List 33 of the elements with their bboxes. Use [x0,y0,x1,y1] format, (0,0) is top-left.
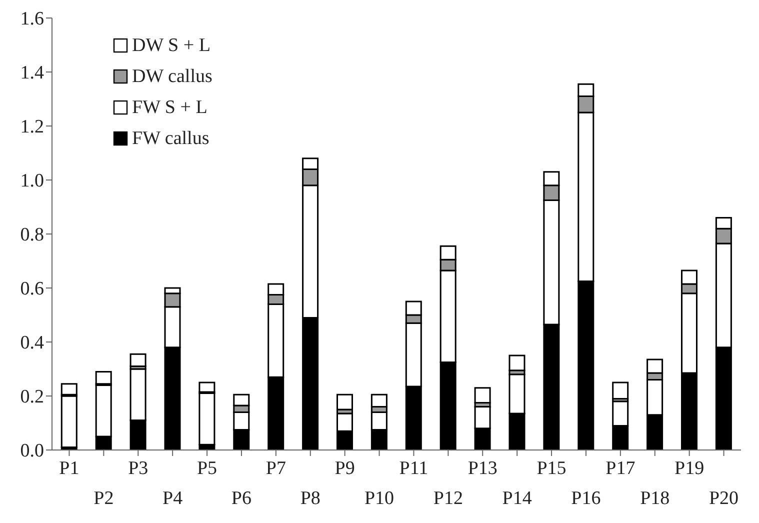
legend-label: DW S + L [132,34,210,56]
x-tick-label: P17 [606,458,636,479]
x-tick-label: P8 [300,488,320,509]
x-tick-label: P2 [94,488,114,509]
x-tick-label: P14 [502,488,532,509]
x-tick-label: P15 [536,458,566,479]
y-tick-label: 0.2 [20,386,44,408]
y-tick-label: 1.6 [20,8,44,30]
x-tick-label: P18 [640,488,670,509]
x-tick-label: P6 [231,488,252,509]
x-tick-label: P10 [364,488,394,509]
x-tick-label: P7 [266,458,286,479]
x-tick-label: P9 [334,458,355,479]
legend-label: DW callus [132,66,212,88]
y-tick-label: 0.4 [20,332,44,354]
x-tick-label: P3 [128,458,148,479]
y-tick-label: 1.0 [20,170,44,192]
x-tick-label: P1 [59,458,80,479]
legend-label: FW S + L [132,96,208,118]
x-tick-label: P11 [399,458,428,479]
x-tick-label: P12 [433,488,463,509]
x-tick-label: P16 [571,488,601,509]
legend-label: FW callus [132,128,210,150]
x-tick-label: P5 [196,458,218,479]
y-tick-label: 0.0 [20,440,44,462]
y-tick-label: 0.6 [20,278,44,300]
x-tick-label: P13 [468,458,498,479]
x-tick-label: P19 [674,458,704,479]
y-tick-label: 1.2 [20,116,44,138]
y-tick-label: 1.4 [20,62,44,84]
x-tick-label: P20 [708,488,739,509]
y-tick-label: 0.8 [20,224,44,246]
x-tick-label: P4 [162,488,184,509]
